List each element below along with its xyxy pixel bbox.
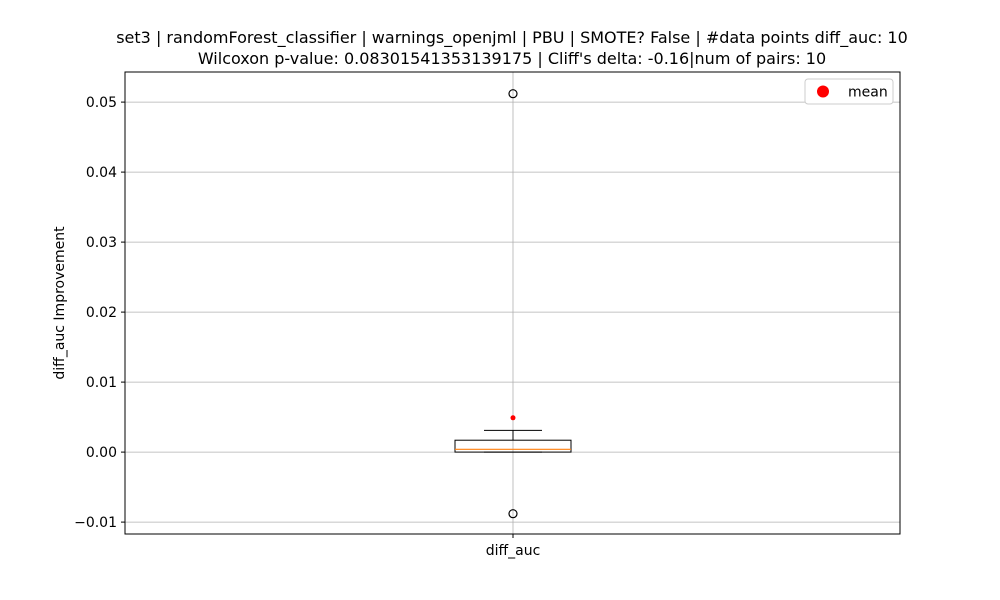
outlier-point [508,89,518,99]
y-tick-label: 0.03 [86,235,117,251]
tick-layer: −0.01 0.00 0.01 0.02 0.03 0.04 0.05 diff_auc [74,95,540,559]
legend-box [804,78,894,105]
y-tick-label: −0.01 [74,515,117,531]
interquartile-box [454,439,572,453]
y-tick-label: 0.00 [86,445,117,461]
x-tick-label: diff_auc [486,543,541,559]
legend-mean-label: mean [848,85,888,101]
y-tick-label: 0.05 [86,95,117,111]
legend-mean-marker [817,85,829,98]
y-tick-label: 0.01 [86,375,117,391]
chart-subtitle: Wilcoxon p-value: 0.08301541353139175 | … [198,49,826,68]
mean-marker [510,415,516,421]
chart-title: set3 | randomForest_classifier | warning… [116,28,908,48]
y-tick-label: 0.04 [86,165,117,181]
legend: mean [804,78,894,105]
outlier-point [508,509,518,519]
plot-frame [124,71,901,535]
y-axis-label: diff_auc Improvement [52,226,68,380]
box-layer [454,89,572,519]
y-tick-label: 0.02 [86,305,117,321]
